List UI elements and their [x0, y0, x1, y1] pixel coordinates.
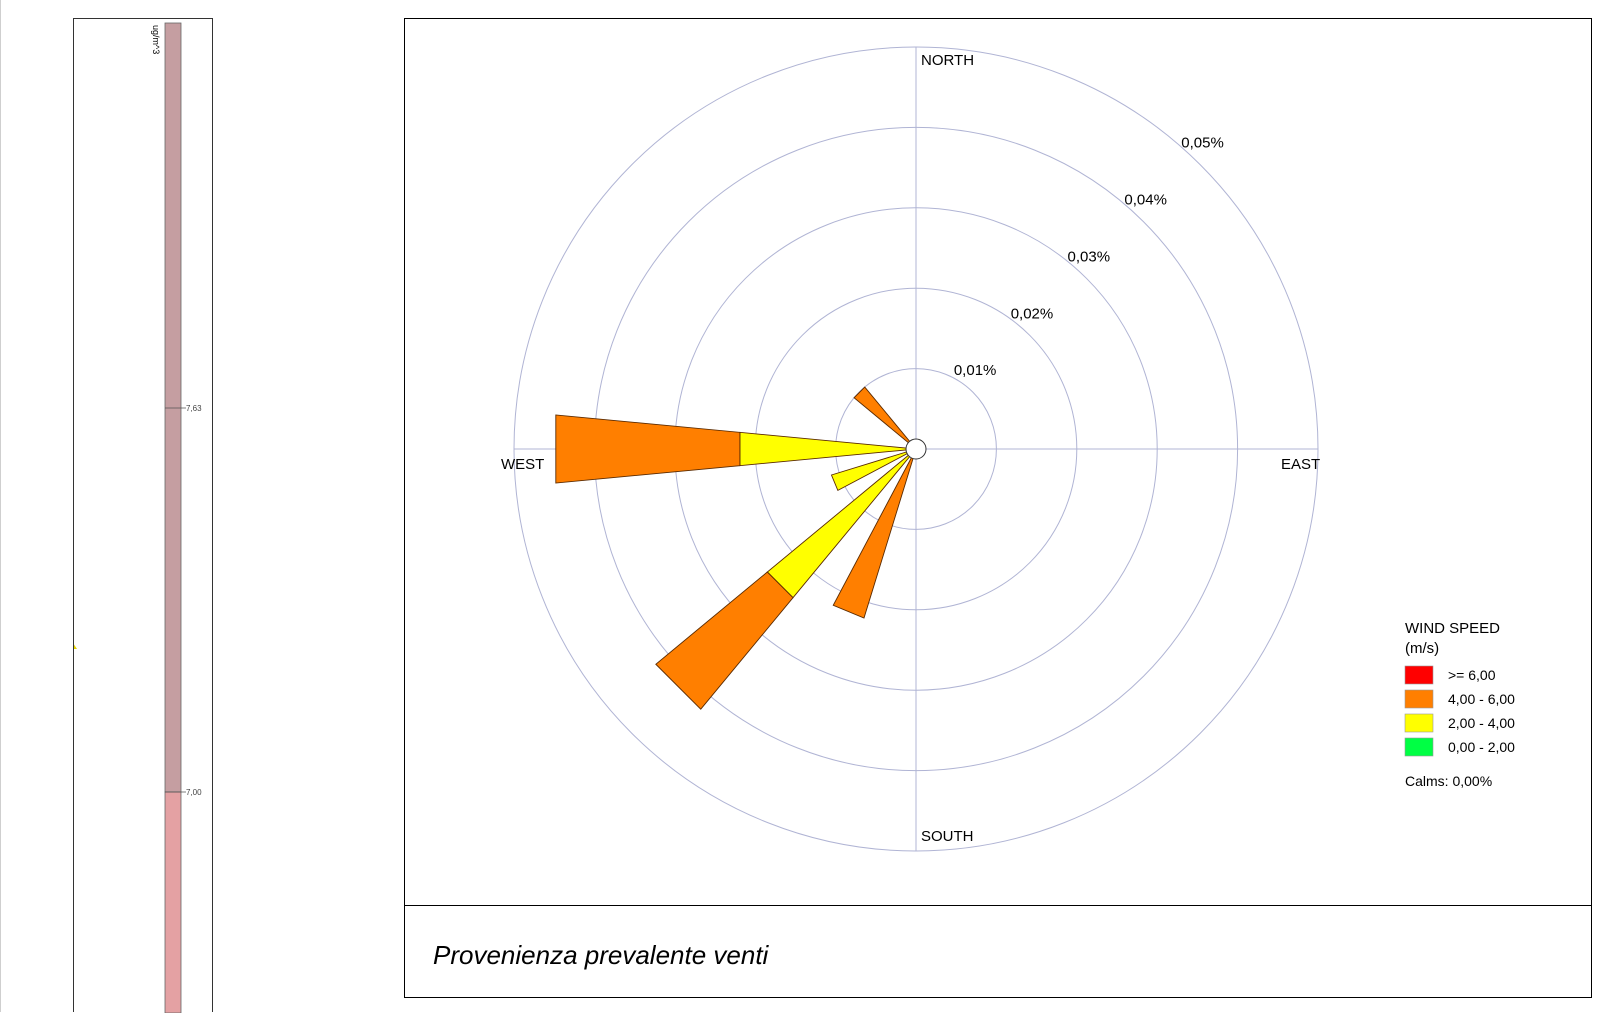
scale-bar-lower [164, 791, 182, 1013]
legend-items: >= 6,00 4,00 - 6,00 2,00 - 4,00 0,00 - 2,00 [1404, 665, 1515, 757]
wind-petal [830, 448, 917, 492]
center-calm-circle [905, 438, 927, 460]
wind-petal [766, 448, 917, 599]
ring-label: 0,04% [1124, 192, 1167, 209]
legend-swatch [1404, 713, 1434, 733]
axis-label-west: WEST [501, 456, 544, 473]
axis-label-south: SOUTH [921, 828, 974, 845]
legend: WIND SPEED (m/s) >= 6,00 4,00 - 6,00 2,00 … [1404, 620, 1515, 789]
legend-label: 4,00 - 6,00 [1448, 691, 1515, 707]
caption-panel: Provenienza prevalente venti [404, 905, 1592, 998]
axis-label-north: NORTH [921, 52, 974, 69]
ring-label: 0,05% [1181, 135, 1224, 152]
legend-title: WIND SPEED [1405, 620, 1500, 637]
wind-petal [853, 386, 917, 450]
wind-petal [832, 448, 917, 619]
legend-unit: (m/s) [1405, 640, 1439, 657]
legend-label: >= 6,00 [1448, 667, 1496, 683]
ring-labels: 0,01% 0,02% 0,03% 0,04% 0,05% [954, 135, 1224, 379]
axis-label-east: EAST [1281, 456, 1320, 473]
wind-petal [555, 414, 741, 484]
legend-label: 0,00 - 2,00 [1448, 739, 1515, 755]
scale-tick-label: 7,63 [186, 404, 202, 413]
scale-bar-upper [164, 22, 182, 793]
legend-swatch [1404, 737, 1434, 757]
wind-rose-panel: NORTH WEST EAST SOUTH 0,01% 0,02% 0,03% 0,0… [404, 18, 1592, 906]
scale-tick-label: 7,00 [186, 788, 202, 797]
scale-unit-label: ug/m^3 [151, 25, 161, 54]
left-edge-line [0, 0, 1, 1012]
scale-marker-icon [74, 644, 77, 649]
concentration-scale: ug/m^3 7,63 7,00 [74, 22, 202, 1013]
wind-petal [655, 571, 794, 710]
concentration-scale-panel: ug/m^3 7,63 7,00 [73, 18, 213, 1013]
ring-label: 0,02% [1011, 305, 1054, 322]
wind-rose-chart: NORTH WEST EAST SOUTH 0,01%0,02%0,03%0,0… [501, 46, 1515, 852]
legend-swatch [1404, 689, 1434, 709]
petals [555, 386, 917, 710]
legend-swatch [1404, 665, 1434, 685]
ring-label: 0,03% [1068, 248, 1111, 265]
legend-label: 2,00 - 4,00 [1448, 715, 1515, 731]
caption-text: Provenienza prevalente venti [433, 940, 769, 970]
legend-calms: Calms: 0,00% [1405, 773, 1492, 789]
ring-label: 0,01% [954, 362, 997, 379]
